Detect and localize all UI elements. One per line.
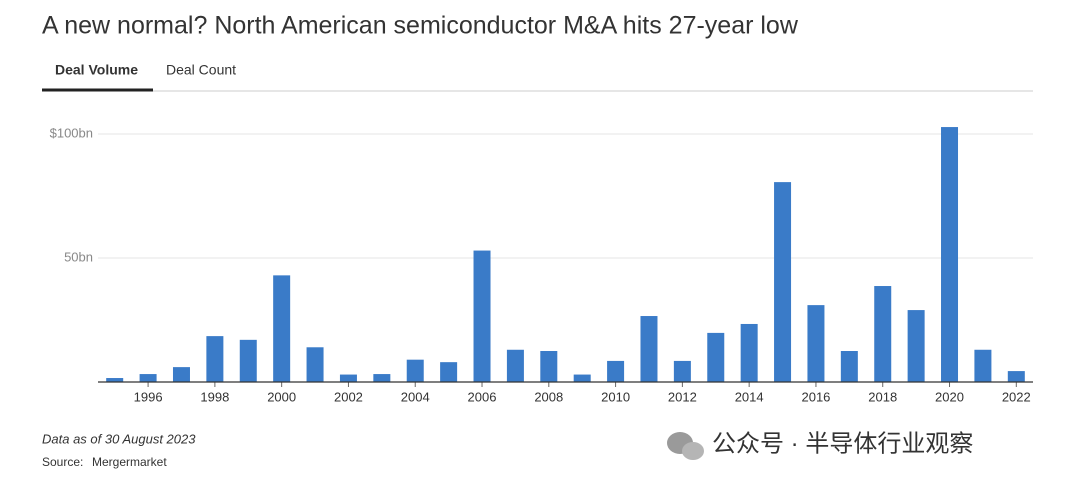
bar	[673, 360, 691, 382]
watermark-icon	[667, 432, 704, 460]
x-tick-label: 2022	[1002, 389, 1031, 404]
bar	[1007, 371, 1025, 382]
x-tick-label: 1998	[200, 389, 229, 404]
x-tick-label: 2016	[801, 389, 830, 404]
y-tick-label: 50bn	[64, 249, 93, 264]
bar	[840, 351, 858, 382]
x-tick-label: 2012	[668, 389, 697, 404]
note: Data as of 30 August 2023	[42, 431, 196, 446]
x-tick-label: 2018	[868, 389, 897, 404]
x-tick-label: 2008	[534, 389, 563, 404]
x-tick-label: 2006	[468, 389, 497, 404]
tab[interactable]: Deal Count	[166, 62, 236, 78]
bar	[406, 359, 424, 382]
bar	[106, 378, 124, 382]
bar	[974, 349, 992, 382]
bar	[306, 347, 324, 382]
bar	[139, 374, 157, 382]
bar	[440, 362, 458, 382]
x-tick-label: 2020	[935, 389, 964, 404]
bar	[206, 336, 224, 382]
x-tick-label: 2014	[735, 389, 764, 404]
bar	[540, 351, 558, 382]
chart-title: A new normal? North American semiconduct…	[42, 12, 799, 40]
bar	[339, 374, 357, 382]
bar	[707, 332, 725, 382]
bar	[607, 360, 625, 382]
bar	[907, 310, 925, 382]
bar	[473, 250, 491, 382]
bar	[941, 127, 959, 382]
source-label: Source:	[42, 455, 83, 469]
tab-selected[interactable]: Deal Volume	[55, 62, 138, 78]
watermark: 公众号 · 半导体行业观察	[712, 430, 973, 457]
bar	[740, 323, 758, 382]
bar	[273, 275, 291, 382]
x-tick-label: 2010	[601, 389, 630, 404]
y-tick-label: $100bn	[50, 125, 93, 140]
bar	[774, 182, 792, 382]
x-tick-label: 2004	[401, 389, 430, 404]
bar	[373, 374, 391, 382]
bar	[573, 374, 591, 382]
bar	[172, 367, 190, 382]
x-tick-label: 2000	[267, 389, 296, 404]
bar	[807, 305, 825, 382]
bar	[874, 286, 892, 382]
bar	[640, 316, 658, 382]
x-tick-label: 2002	[334, 389, 363, 404]
bar	[506, 349, 524, 382]
x-tick-label: 1996	[134, 389, 163, 404]
bar	[239, 339, 257, 382]
source-link[interactable]: Mergermarket	[92, 455, 167, 469]
